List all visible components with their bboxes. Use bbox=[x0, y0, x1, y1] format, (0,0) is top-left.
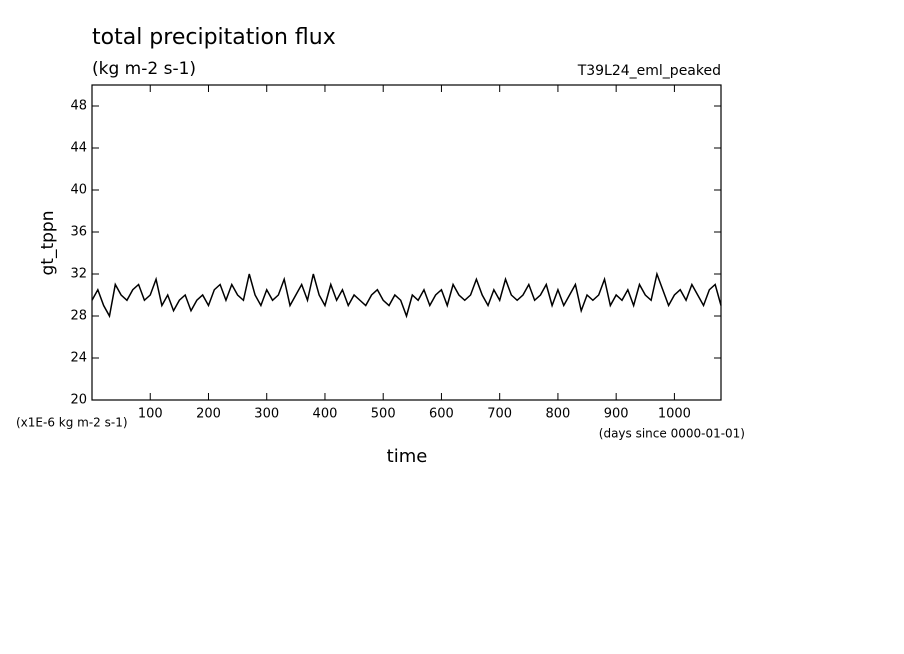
run-label: T39L24_eml_peaked bbox=[577, 63, 721, 79]
x-tick-label: 700 bbox=[487, 407, 512, 422]
x-tick-label: 600 bbox=[429, 407, 454, 422]
x-tick-label: 100 bbox=[138, 407, 163, 422]
y-unit-note: (x1E-6 kg m-2 s-1) bbox=[16, 416, 128, 430]
x-axis-label: time bbox=[387, 446, 428, 467]
y-tick-label: 44 bbox=[70, 141, 87, 156]
chart-subtitle: (kg m-2 s-1) bbox=[92, 59, 196, 79]
y-tick-label: 28 bbox=[70, 309, 87, 324]
chart-title: total precipitation flux bbox=[92, 25, 336, 50]
x-unit-note: (days since 0000-01-01) bbox=[599, 427, 745, 441]
x-tick-label: 1000 bbox=[658, 407, 691, 422]
x-tick-label: 300 bbox=[254, 407, 279, 422]
x-tick-label: 400 bbox=[313, 407, 338, 422]
plot-frame bbox=[91, 84, 722, 401]
y-tick-label: 20 bbox=[70, 393, 87, 408]
x-tick-label: 200 bbox=[196, 407, 221, 422]
x-tick-label: 900 bbox=[604, 407, 629, 422]
y-tick-label: 24 bbox=[70, 351, 87, 366]
data-line bbox=[91, 271, 722, 319]
x-tick-label: 800 bbox=[546, 407, 571, 422]
y-tick-label: 32 bbox=[70, 267, 87, 282]
y-tick-label: 40 bbox=[70, 183, 87, 198]
y-tick-label: 36 bbox=[70, 225, 87, 240]
x-tick-label: 500 bbox=[371, 407, 396, 422]
y-tick-label: 48 bbox=[70, 99, 87, 114]
y-axis-label: gt_tppn bbox=[38, 211, 58, 276]
